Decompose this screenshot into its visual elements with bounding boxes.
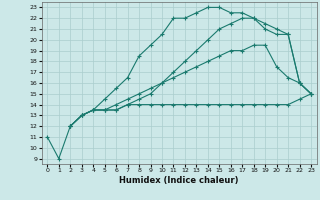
X-axis label: Humidex (Indice chaleur): Humidex (Indice chaleur) (119, 176, 239, 185)
